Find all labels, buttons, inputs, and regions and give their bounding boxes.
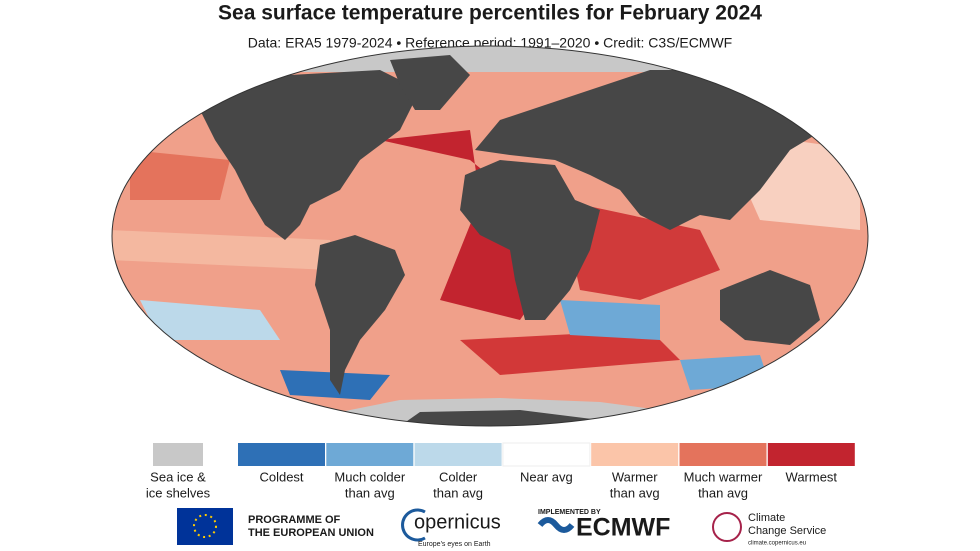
copernicus-text: opernicus (414, 511, 501, 533)
legend-label: Coldest (259, 469, 303, 484)
ecmwf-text: ECMWF (576, 514, 670, 542)
legend-label: Warmer (612, 469, 658, 484)
c3s-text: Climate (748, 512, 785, 524)
legend-swatch (414, 443, 502, 466)
legend-label: Colder (439, 469, 478, 484)
legend-swatch (679, 443, 767, 466)
legend-swatch (502, 442, 591, 467)
eu-stars (193, 514, 217, 538)
title: Sea surface temperature percentiles for … (218, 2, 762, 25)
map (112, 46, 868, 426)
legend-label: Much colder (334, 469, 405, 484)
eu-text: THE EUROPEAN UNION (248, 527, 374, 539)
legend-label: Sea ice & (150, 469, 206, 484)
legend-label: than avg (345, 485, 395, 500)
c3s-mark (712, 512, 742, 542)
eu-flag (177, 508, 233, 545)
ecmwf-mark (537, 517, 575, 533)
legend-swatch (153, 443, 203, 466)
map-outline (111, 45, 869, 427)
c3s-text: Change Service (748, 525, 826, 537)
legend-swatch (238, 443, 325, 466)
subtitle: Data: ERA5 1979-2024 • Reference period:… (248, 35, 733, 51)
legend-label: Warmest (786, 469, 838, 484)
copernicus-tagline: Europe's eyes on Earth (418, 541, 491, 548)
legend-label: than avg (610, 485, 660, 500)
legend-label: than avg (698, 485, 748, 500)
legend-label: than avg (433, 485, 483, 500)
eu-text: PROGRAMME OF (248, 514, 341, 526)
legend-label: Much warmer (684, 469, 763, 484)
copernicus-c (401, 508, 426, 542)
legend-swatch (767, 443, 855, 466)
legend-label: Near avg (520, 469, 573, 484)
legend-swatch (326, 443, 414, 466)
c3s-url: climate.copernicus.eu (748, 541, 806, 547)
legend-swatch (591, 443, 679, 466)
ecmwf-note: IMPLEMENTED BY (538, 509, 601, 516)
footer: PROGRAMME OF THE EUROPEAN UNION opernicu… (177, 508, 826, 548)
legend-label: ice shelves (146, 485, 211, 500)
